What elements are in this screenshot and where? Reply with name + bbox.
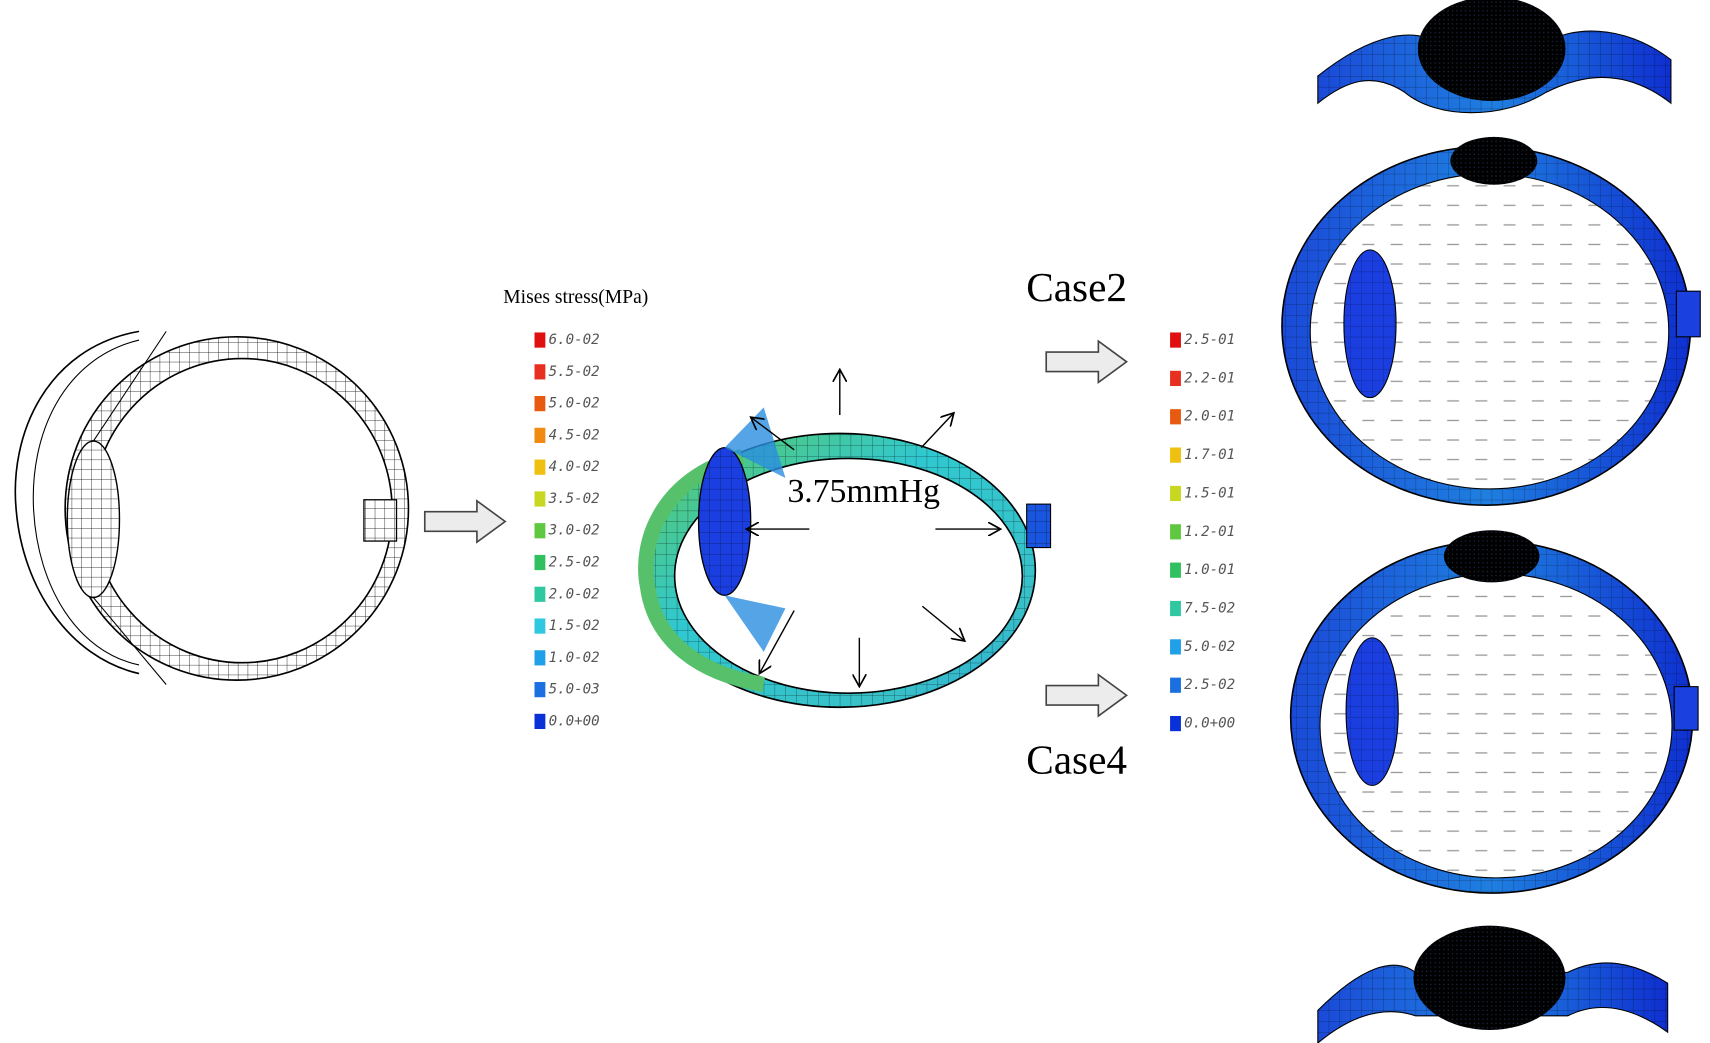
stress-eye <box>644 369 1050 707</box>
colorbar-swatch <box>1170 332 1181 347</box>
colorbar-swatch <box>534 618 545 633</box>
colorbar-label: 4.0-02 <box>549 459 600 475</box>
colorbar-label: 5.0-02 <box>1184 639 1235 655</box>
colorbar-swatch <box>534 364 545 379</box>
colorbar-swatch <box>534 332 545 347</box>
colorbar-swatch <box>534 682 545 697</box>
case-label: Case2 <box>1026 264 1127 310</box>
colorbar-swatch <box>1170 601 1181 616</box>
colorbar-label: 3.5-02 <box>548 491 600 507</box>
colorbar-label: 2.0-01 <box>1184 409 1235 425</box>
colorbar-label: 2.2-01 <box>1184 370 1235 386</box>
colorbar-label: 1.0-02 <box>549 650 600 666</box>
colorbar-swatch <box>1170 448 1181 463</box>
deformed-eye <box>1291 530 1698 893</box>
arrow <box>1046 341 1126 382</box>
colorbar-label: 4.5-02 <box>549 427 600 443</box>
colorbar-label: 6.0-02 <box>549 332 600 348</box>
arrow <box>425 501 505 542</box>
pressure-label: 3.75mmHg <box>787 473 940 510</box>
colorbar-label: 2.5-01 <box>1184 332 1235 348</box>
colorbar-swatch <box>1170 563 1181 578</box>
colorbar-label: 1.5-01 <box>1184 485 1235 501</box>
wireframe-eye <box>15 331 408 684</box>
colorbar-swatch <box>1170 409 1181 424</box>
colorbar-label: 3.0-02 <box>548 523 600 539</box>
colorbar: 2.5-01 2.2-01 2.0-01 1.7-01 1.5-01 1.2-01 1.0-… <box>1170 332 1235 732</box>
colorbar-swatch <box>534 428 545 443</box>
deformed-eye <box>1282 137 1700 505</box>
colorbar-swatch <box>1170 678 1181 693</box>
colorbar-swatch <box>534 523 545 538</box>
colorbar-swatch <box>534 714 545 729</box>
colorbar-label: 5.5-02 <box>549 364 600 380</box>
arrow <box>1046 675 1126 716</box>
colorbar-swatch <box>534 396 545 411</box>
colorbar-label: 2.5-02 <box>549 555 600 571</box>
colorbar-swatch <box>1170 639 1181 654</box>
colorbar-swatch <box>534 650 545 665</box>
colorbar-label: 7.5-02 <box>1184 601 1235 617</box>
colorbar-label: 5.0-03 <box>549 682 600 698</box>
colorbar: 6.0-02 5.5-02 5.0-02 4.5-02 4.0-02 3.5-02 3.0-… <box>534 332 599 729</box>
case-label: Case4 <box>1026 737 1127 783</box>
colorbar-label: 0.0+00 <box>1184 716 1235 732</box>
colorbar-label: 0.0+00 <box>549 713 600 729</box>
colorbar-label: 2.5-02 <box>1184 677 1235 693</box>
colorbar-swatch <box>534 491 545 506</box>
colorbar-label: 1.2-01 <box>1184 524 1235 540</box>
colorbar-label: 5.0-02 <box>549 396 600 412</box>
colorbar-swatch <box>534 460 545 475</box>
colorbar-swatch <box>1170 371 1181 386</box>
colorbar-swatch <box>1170 486 1181 501</box>
deformed-eye <box>1318 0 1671 113</box>
colorbar-swatch <box>534 555 545 570</box>
colorbar-label: 1.5-02 <box>549 618 600 634</box>
colorbar-swatch <box>534 587 545 602</box>
colorbar-swatch <box>1170 716 1181 731</box>
colorbar-swatch <box>1170 524 1181 539</box>
legend-title: Mises stress(MPa) <box>503 287 648 308</box>
deformed-eye <box>1318 926 1668 1043</box>
colorbar-label: 2.0-02 <box>549 586 600 602</box>
figure: Mises stress(MPa) 6.0-02 5.5-02 5.0-02 4.5-… <box>0 0 1710 1043</box>
colorbar-label: 1.7-01 <box>1184 447 1235 463</box>
colorbar-label: 1.0-01 <box>1184 562 1235 578</box>
